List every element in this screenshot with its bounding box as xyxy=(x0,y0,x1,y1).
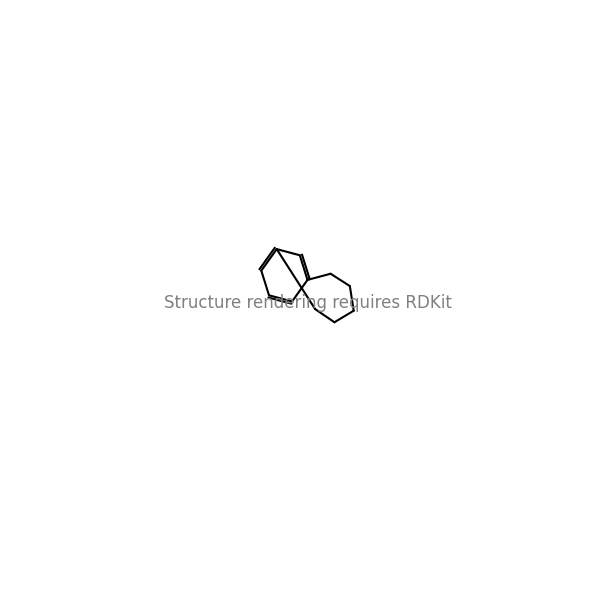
Text: Structure rendering requires RDKit: Structure rendering requires RDKit xyxy=(164,294,451,312)
